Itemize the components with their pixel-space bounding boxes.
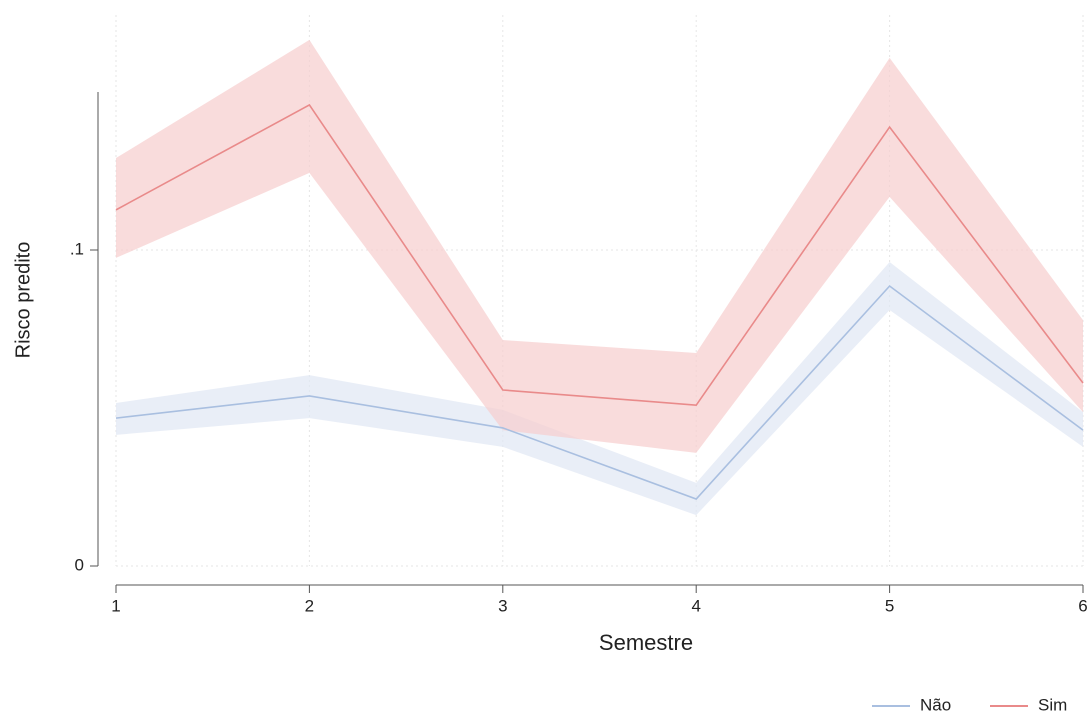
x-axis-label: Semestre: [599, 630, 693, 655]
x-tick-label: 2: [305, 596, 314, 615]
y-tick-label: .1: [70, 239, 84, 258]
y-axis-label: Risco predito: [12, 242, 34, 359]
x-tick-label: 5: [885, 596, 894, 615]
line: [115, 284, 1084, 500]
x-tick-label: 6: [1078, 596, 1087, 615]
y-tick-label: 0: [75, 555, 84, 574]
confidence-band: [116, 262, 1083, 516]
x-tick-label: 1: [111, 596, 120, 615]
line: [115, 103, 1084, 406]
legend-label: Não: [920, 695, 951, 714]
confidence-band: [116, 39, 1083, 453]
x-tick-label: 3: [498, 596, 507, 615]
legend-label: Sim: [1038, 695, 1067, 714]
x-tick-label: 4: [691, 596, 700, 615]
